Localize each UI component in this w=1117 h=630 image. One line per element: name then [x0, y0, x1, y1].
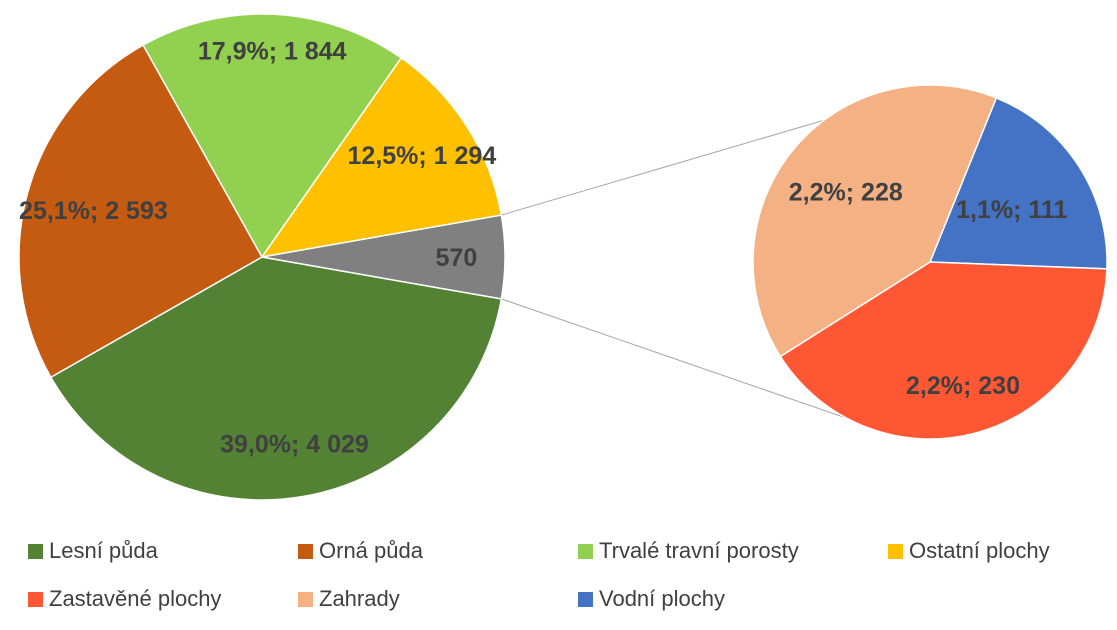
main-label-orna-puda: 25,1%; 2 593 [19, 197, 168, 225]
legend-swatch [28, 543, 43, 559]
main-label-lesni-puda: 39,0%; 4 029 [220, 431, 369, 459]
main-label-ostatni-plochy: 12,5%; 1 294 [348, 142, 497, 170]
legend-swatch [578, 591, 593, 607]
legend-item-trvale-travni-porosty: Trvalé travní porosty [578, 538, 799, 564]
secondary-label-vodni-plochy: 1,1%; 111 [956, 196, 1067, 224]
secondary-slice-vodni-plochy [928, 96, 1108, 270]
connector-line-bottom [501, 298, 900, 437]
secondary-label-zahrady: 2,2%; 228 [789, 179, 903, 207]
legend-swatch [298, 591, 313, 607]
main-slice-other [261, 214, 506, 300]
legend-label: Lesní půda [49, 538, 158, 563]
legend-item-orna-puda: Orná půda [298, 538, 423, 564]
legend-item-vodni-plochy: Vodní plochy [578, 586, 725, 612]
secondary-slice-zahrady [752, 84, 998, 358]
legend-item-zahrady: Zahrady [298, 586, 400, 612]
secondary-pie [752, 84, 1108, 440]
secondary-slice-zastavene-plochy [779, 261, 1108, 440]
legend-label: Zahrady [319, 586, 400, 611]
legend-label: Trvalé travní porosty [599, 538, 799, 563]
legend-item-zastavene-plochy: Zastavěné plochy [28, 586, 221, 612]
main-slice-trvale-travni-porosty [142, 13, 403, 259]
legend-swatch [28, 591, 43, 607]
main-label-other: 570 [436, 244, 478, 272]
main-label-trvale-travni-porosty: 17,9%; 1 844 [198, 38, 347, 66]
legend-swatch [298, 543, 313, 559]
main-pie [18, 13, 506, 501]
main-slice-lesni-puda [49, 256, 503, 501]
main-slice-ostatni-plochy [260, 56, 503, 259]
legend-item-ostatni-plochy: Ostatní plochy [888, 538, 1050, 564]
secondary-label-zastavene-plochy: 2,2%; 230 [906, 372, 1020, 400]
legend-label: Zastavěné plochy [49, 586, 222, 611]
legend-swatch [888, 543, 903, 559]
legend-label: Orná půda [319, 538, 423, 563]
legend-item-lesni-puda: Lesní půda [28, 538, 158, 564]
main-slice-orna-puda [18, 44, 264, 379]
legend-label: Vodní plochy [599, 586, 725, 611]
slice-labels: 39,0%; 4 029 25,1%; 2 593 17,9%; 1 844 12,5… [19, 38, 1067, 459]
legend-label: Ostatní plochy [909, 538, 1050, 563]
pie-of-pie-chart: 39,0%; 4 029 25,1%; 2 593 17,9%; 1 844 12,5… [18, 13, 1108, 501]
legend-swatch [578, 543, 593, 559]
